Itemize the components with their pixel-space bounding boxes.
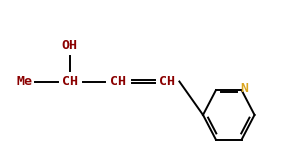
Text: OH: OH xyxy=(62,39,78,52)
Text: CH: CH xyxy=(110,75,126,88)
Text: N: N xyxy=(240,82,248,95)
Text: CH: CH xyxy=(159,75,175,88)
Text: Me: Me xyxy=(16,75,32,88)
Text: CH: CH xyxy=(62,75,78,88)
